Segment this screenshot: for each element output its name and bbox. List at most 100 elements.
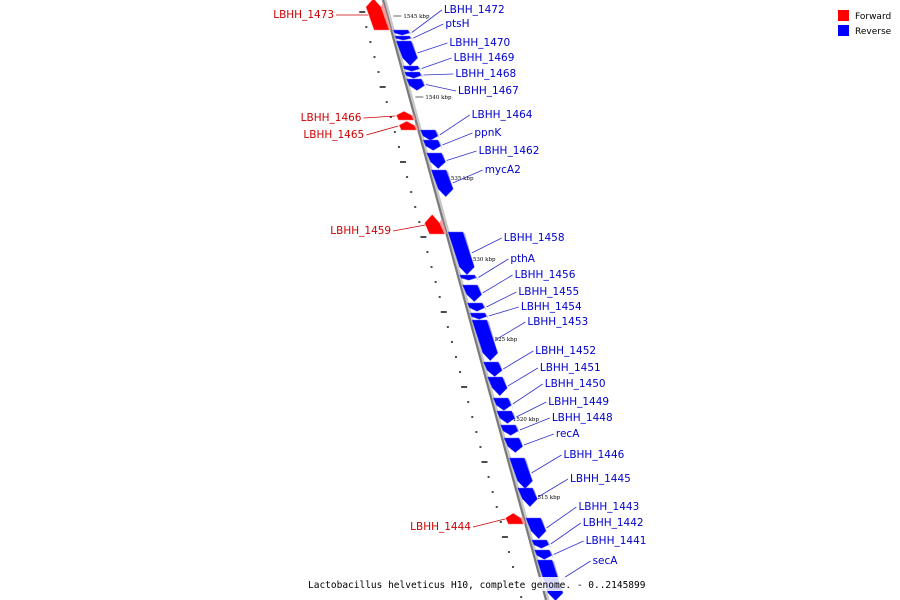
- legend-reverse-swatch: [838, 25, 849, 36]
- gene-block-reca[interactable]: [503, 437, 524, 453]
- gene-block-shade: [414, 124, 419, 130]
- gene-label-lbhh-1443[interactable]: LBHH_1443: [578, 501, 639, 513]
- leader-line: [363, 115, 396, 119]
- gene-block-lbhh-1468[interactable]: [404, 71, 422, 79]
- legend-forward-swatch: [838, 10, 849, 21]
- legend: Forward Reverse: [838, 10, 892, 37]
- gene-block-lbhh-1464[interactable]: [419, 129, 439, 141]
- gene-label-ppnk[interactable]: ppnK: [474, 127, 502, 139]
- gene-block-shade: [546, 540, 551, 548]
- gene-block-lbhh-1462[interactable]: [426, 152, 446, 169]
- gene-block-lbhh-1472[interactable]: [392, 29, 410, 36]
- gene-label-lbhh-1441[interactable]: LBHH_1441: [586, 535, 647, 547]
- gene-block-shade: [435, 130, 441, 140]
- gene-block-myca2[interactable]: [430, 169, 454, 198]
- leader-line: [366, 125, 399, 136]
- leader-line: [478, 258, 509, 278]
- gene-block-lbhh-1450[interactable]: [492, 397, 512, 411]
- gene-label-lbhh-1466[interactable]: LBHH_1466: [301, 112, 362, 124]
- gene-label-lbhh-1449[interactable]: LBHH_1449: [548, 396, 609, 408]
- backbone-shadow: [382, 0, 550, 600]
- gene-label-lbhh-1462[interactable]: LBHH_1462: [479, 145, 540, 157]
- leader-line: [553, 540, 584, 555]
- gene-block-lbhh-1453[interactable]: [471, 319, 499, 362]
- gene-label-ptsh[interactable]: ptsH: [445, 18, 469, 30]
- gene-block-lbhh-1454[interactable]: [469, 312, 488, 320]
- gene-label-lbhh-1470[interactable]: LBHH_1470: [449, 37, 510, 49]
- leader-line: [488, 306, 519, 317]
- gene-block-lbhh-1458[interactable]: [447, 231, 475, 276]
- gene-label-myca2[interactable]: mycA2: [485, 164, 521, 176]
- scale-tick-label: 1545 kbp: [403, 14, 430, 20]
- gene-labels: LBHH_1473 LBHH_1472 ptsH LBHH_1470 LBHH_1469…: [273, 4, 647, 581]
- gene-label-lbhh-1467[interactable]: LBHH_1467: [458, 85, 519, 97]
- gene-label-lbhh-1459[interactable]: LBHH_1459: [330, 225, 391, 237]
- gene-block-shade: [438, 140, 443, 150]
- gene-block-lbhh-1448[interactable]: [500, 424, 519, 436]
- gene-block-ppnk[interactable]: [422, 139, 442, 151]
- gene-block-lbhh-1441[interactable]: [534, 549, 553, 560]
- gene-block-lbhh-1467[interactable]: [406, 78, 425, 91]
- gene-label-lbhh-1451[interactable]: LBHH_1451: [540, 362, 601, 374]
- leader-line: [523, 433, 555, 446]
- gene-label-lbhh-1472[interactable]: LBHH_1472: [444, 4, 505, 16]
- gene-block-lbhh-1473[interactable]: [365, 0, 390, 31]
- gene-label-lbhh-1442[interactable]: LBHH_1442: [583, 517, 644, 529]
- gene-block-lbhh-1445[interactable]: [517, 487, 538, 508]
- leader-line: [531, 454, 562, 474]
- gene-label-ptha[interactable]: pthA: [510, 253, 535, 265]
- gene-block-lbhh-1456[interactable]: [462, 284, 483, 302]
- gene-block-ptha[interactable]: [459, 274, 477, 281]
- gene-block-lbhh-1443[interactable]: [525, 517, 547, 540]
- gene-block-lbhh-1449[interactable]: [496, 410, 516, 424]
- leader-line: [495, 321, 526, 341]
- gene-label-lbhh-1464[interactable]: LBHH_1464: [472, 109, 533, 121]
- gene-label-lbhh-1473[interactable]: LBHH_1473: [273, 9, 334, 21]
- leader-line: [452, 169, 483, 184]
- gene-block-shade: [408, 30, 412, 35]
- gene-block-lbhh-1444[interactable]: [505, 512, 524, 525]
- gene-block-lbhh-1459[interactable]: [424, 214, 445, 235]
- gene-label-lbhh-1454[interactable]: LBHH_1454: [521, 301, 582, 313]
- gene-block-lbhh-1451[interactable]: [487, 376, 508, 397]
- gene-block-shade: [515, 425, 521, 435]
- gene-label-lbhh-1465[interactable]: LBHH_1465: [303, 129, 364, 141]
- gene-block-lbhh-1466[interactable]: [396, 111, 414, 121]
- genome-caption: Lactobacillus helveticus H10, complete g…: [308, 580, 646, 591]
- gene-label-lbhh-1452[interactable]: LBHH_1452: [535, 345, 596, 357]
- gene-label-lbhh-1468[interactable]: LBHH_1468: [455, 68, 516, 80]
- gene-label-seca[interactable]: secA: [593, 555, 619, 567]
- leader-line: [519, 417, 550, 431]
- gene-label-lbhh-1455[interactable]: LBHH_1455: [518, 286, 579, 298]
- scale-tick-label: 1525 kbp: [491, 337, 518, 343]
- gene-label-lbhh-1456[interactable]: LBHH_1456: [515, 269, 576, 281]
- leader-line: [417, 42, 448, 54]
- gene-label-lbhh-1450[interactable]: LBHH_1450: [545, 378, 606, 390]
- gene-block-lbhh-1442[interactable]: [531, 539, 550, 549]
- leader-line: [560, 560, 591, 581]
- leader-line: [512, 383, 543, 405]
- gene-block-ptsh[interactable]: [394, 35, 412, 41]
- leader-line: [421, 57, 452, 69]
- gene-block-shade: [411, 114, 416, 120]
- gene-label-reca[interactable]: recA: [556, 428, 580, 440]
- gene-block-lbhh-1469[interactable]: [402, 65, 420, 72]
- leader-line: [482, 274, 513, 294]
- gene-block-lbhh-1446[interactable]: [509, 457, 533, 490]
- gene-block-lbhh-1465[interactable]: [398, 121, 417, 131]
- gene-label-lbhh-1446[interactable]: LBHH_1446: [563, 449, 624, 461]
- gene-block-lbhh-1470[interactable]: [395, 40, 418, 67]
- gene-block-lbhh-1452[interactable]: [482, 361, 503, 377]
- legend-forward-label: Forward: [855, 12, 891, 22]
- gene-label-lbhh-1453[interactable]: LBHH_1453: [527, 316, 588, 328]
- gene-label-lbhh-1444[interactable]: LBHH_1444: [410, 521, 471, 533]
- gene-label-lbhh-1445[interactable]: LBHH_1445: [570, 473, 631, 485]
- gene-block-lbhh-1455[interactable]: [466, 302, 485, 312]
- leader-line: [516, 401, 547, 418]
- gene-label-lbhh-1448[interactable]: LBHH_1448: [552, 412, 613, 424]
- gene-block-shade: [439, 218, 447, 234]
- gene-label-lbhh-1469[interactable]: LBHH_1469: [454, 52, 515, 64]
- gene-label-lbhh-1458[interactable]: LBHH_1458: [504, 232, 565, 244]
- leader-line: [393, 224, 426, 232]
